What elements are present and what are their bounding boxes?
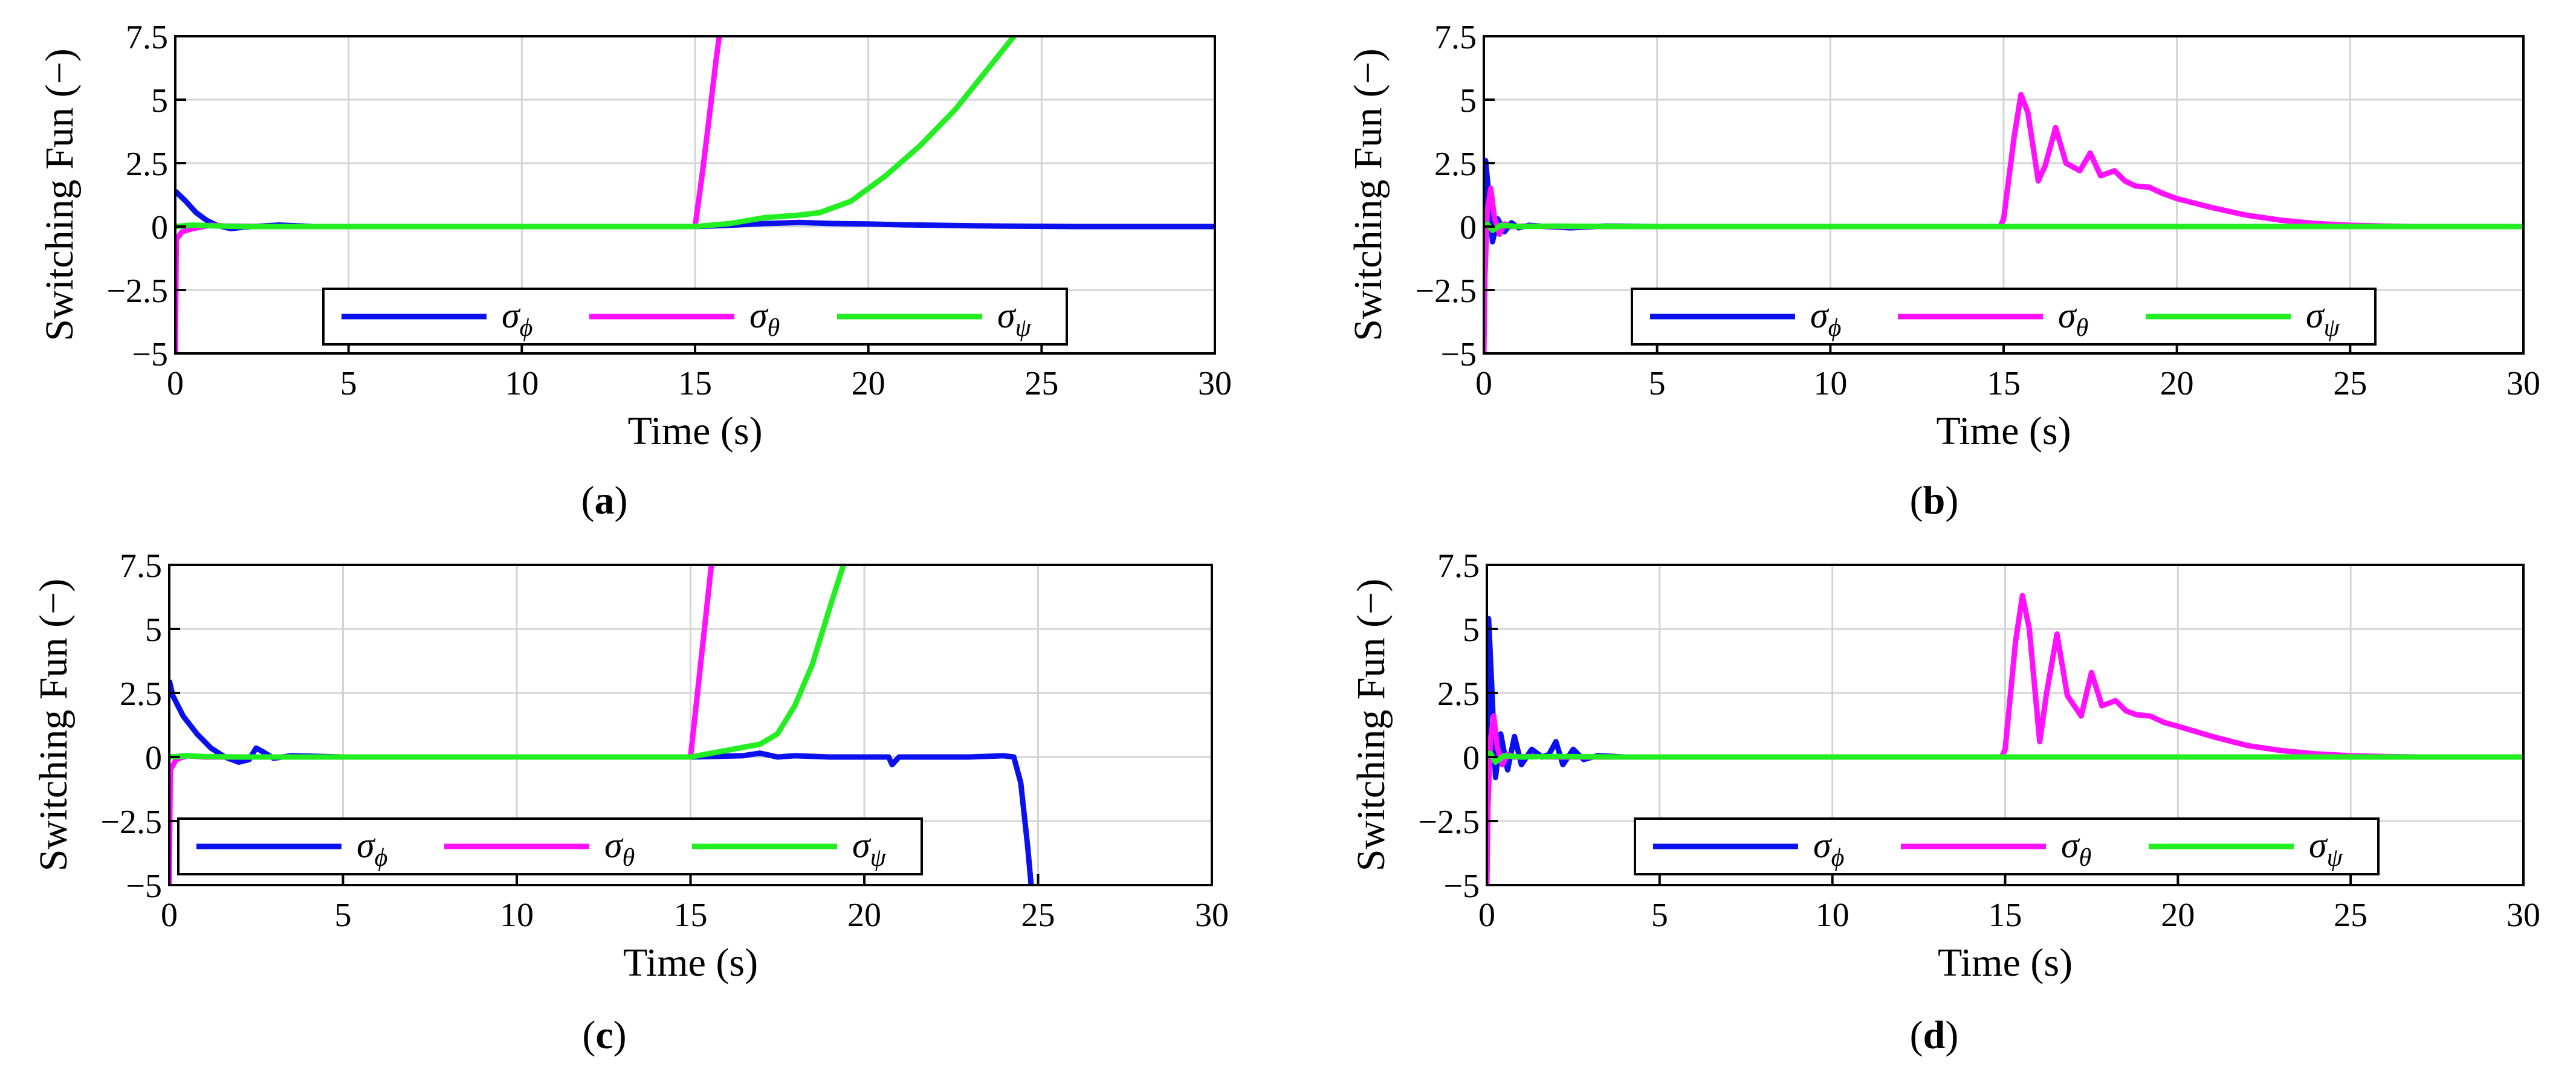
y-axis-label: Switching Fun (−) — [1346, 48, 1390, 341]
x-tick-label: 25 — [2334, 897, 2367, 934]
y-axis-label: Switching Fun (−) — [31, 579, 76, 872]
legend-entry-label: σθ — [2061, 825, 2091, 872]
x-axis-label: Time (s) — [623, 941, 758, 985]
legend-entry-label: σϕ — [357, 825, 387, 872]
x-tick-label: 15 — [678, 365, 712, 402]
y-tick-label: 2.5 — [1437, 675, 1480, 713]
x-tick-label: 5 — [1649, 365, 1666, 402]
series-line-σψ — [1484, 221, 2523, 233]
chart-panel-c: 0 5 10 15 20 25 30 −5 −2.5 0 2.5 5 7.5 Time (s) Switch… — [31, 547, 1229, 1057]
y-tick-label: 2.5 — [1434, 146, 1477, 183]
x-tick-label: 25 — [2333, 365, 2367, 402]
y-tick-label: 0 — [145, 739, 162, 777]
x-tick-label: 10 — [500, 897, 534, 934]
legend-entry-label: σϕ — [1810, 295, 1841, 342]
x-axis-label: Time (s) — [1938, 941, 2073, 985]
x-axis-label: Time (s) — [627, 409, 762, 453]
series-line-σψ — [175, 36, 1017, 230]
x-tick-label: 30 — [2506, 365, 2540, 402]
x-tick-label: 0 — [1478, 897, 1495, 934]
x-tick-label: 15 — [1989, 897, 2022, 934]
series-line-σψ — [169, 565, 846, 760]
y-tick-label: −2.5 — [100, 804, 162, 841]
legend-entry-label: σϕ — [502, 295, 532, 342]
y-tick-label: 5 — [151, 82, 168, 120]
x-tick-label: 5 — [1651, 897, 1668, 934]
legend: σϕ σθ σψ — [177, 817, 923, 875]
x-tick-label: 10 — [505, 365, 539, 402]
panel-label: (d) — [1910, 1013, 1959, 1057]
x-tick-label: 20 — [2160, 365, 2194, 402]
y-tick-label: −5 — [1440, 336, 1477, 373]
y-tick-label: −5 — [132, 336, 168, 373]
legend: σϕ σθ σψ — [1631, 288, 2377, 346]
y-tick-label: 5 — [145, 611, 162, 649]
y-tick-label: −5 — [126, 868, 162, 905]
x-tick-label: 30 — [1195, 897, 1229, 934]
legend: σϕ σθ σψ — [322, 288, 1068, 346]
y-tick-label: −2.5 — [106, 272, 168, 310]
series-line-σψ — [1487, 750, 2523, 765]
y-tick-label: 7.5 — [1437, 547, 1480, 585]
x-tick-label: 20 — [847, 897, 881, 934]
chart-panel-a: 0 5 10 15 20 25 30 −5 −2.5 0 2.5 5 7.5 Time (s) Switch… — [37, 19, 1232, 523]
x-tick-label: 20 — [2161, 897, 2195, 934]
y-tick-label: 2.5 — [126, 146, 168, 183]
x-tick-label: 5 — [340, 365, 357, 402]
y-tick-label: 0 — [1460, 209, 1477, 246]
x-tick-label: 30 — [1198, 365, 1232, 402]
y-tick-label: 5 — [1463, 611, 1480, 649]
x-tick-label: 25 — [1021, 897, 1055, 934]
x-tick-label: 0 — [161, 897, 178, 934]
y-tick-label: 7.5 — [120, 547, 162, 585]
y-tick-label: 0 — [151, 209, 168, 246]
y-tick-label: 5 — [1460, 82, 1477, 120]
y-tick-label: −5 — [1443, 868, 1480, 905]
y-tick-label: −2.5 — [1415, 272, 1477, 310]
y-tick-label: 7.5 — [126, 19, 168, 56]
legend-entry-label: σψ — [2306, 295, 2340, 342]
x-tick-label: 30 — [2506, 897, 2540, 934]
legend-entry-label: σϕ — [1813, 825, 1844, 872]
chart-panel-b: 0 5 10 15 20 25 30 −5 −2.5 0 2.5 5 7.5 Time (s) Switch… — [1346, 19, 2540, 523]
x-tick-label: 15 — [1987, 365, 2021, 402]
y-tick-label: 7.5 — [1434, 19, 1477, 56]
legend-entry-label: σψ — [997, 295, 1032, 342]
x-tick-label: 0 — [167, 365, 184, 402]
x-tick-label: 15 — [674, 897, 708, 934]
chart-panel-d: 0 5 10 15 20 25 30 −5 −2.5 0 2.5 5 7.5 Time (s) Switch… — [1349, 547, 2540, 1057]
legend-entry-label: σθ — [604, 825, 635, 872]
legend-entry-label: σθ — [2058, 295, 2088, 342]
legend-entry-label: σψ — [852, 825, 887, 872]
x-axis-label: Time (s) — [1936, 409, 2071, 453]
y-tick-label: −2.5 — [1418, 804, 1480, 841]
panel-label: (a) — [581, 478, 628, 523]
x-tick-label: 0 — [1475, 365, 1492, 402]
x-tick-label: 10 — [1816, 897, 1849, 934]
x-tick-label: 20 — [852, 365, 885, 402]
y-tick-label: 2.5 — [120, 675, 162, 713]
panel-label: (b) — [1910, 478, 1959, 523]
y-axis-label: Switching Fun (−) — [1349, 579, 1393, 872]
panel-label: (c) — [582, 1013, 626, 1057]
legend-entry-label: σψ — [2309, 825, 2343, 872]
legend-entry-label: σθ — [749, 295, 780, 342]
y-tick-label: 0 — [1463, 739, 1480, 777]
y-axis-label: Switching Fun (−) — [37, 48, 82, 341]
x-tick-label: 10 — [1813, 365, 1847, 402]
x-tick-label: 25 — [1024, 365, 1058, 402]
x-tick-label: 5 — [335, 897, 352, 934]
legend: σϕ σθ σψ — [1634, 817, 2380, 875]
